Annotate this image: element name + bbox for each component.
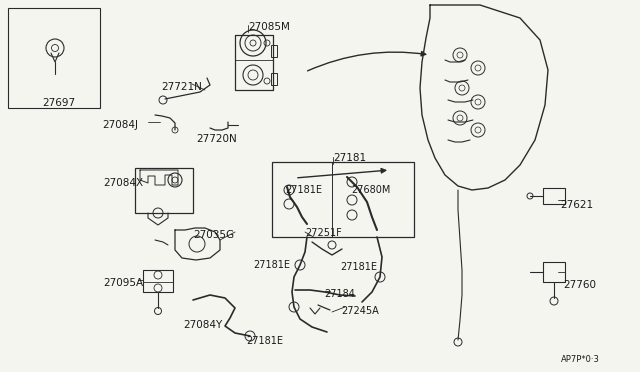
Text: 27680M: 27680M bbox=[351, 185, 390, 195]
Text: 27035G: 27035G bbox=[193, 230, 234, 240]
Bar bbox=[8, 8, 100, 108]
Text: 27251F: 27251F bbox=[305, 228, 342, 238]
Bar bbox=[543, 188, 565, 204]
Bar bbox=[271, 73, 277, 85]
Text: 27720N: 27720N bbox=[196, 134, 237, 144]
Text: 27721N: 27721N bbox=[161, 82, 202, 92]
Bar bbox=[135, 168, 193, 213]
Text: 27181E: 27181E bbox=[340, 262, 377, 272]
Bar bbox=[272, 162, 414, 237]
Text: 27084J: 27084J bbox=[102, 120, 138, 130]
Text: 27084X: 27084X bbox=[103, 178, 143, 188]
Text: 27245A: 27245A bbox=[341, 306, 379, 316]
Text: 27697: 27697 bbox=[42, 98, 75, 108]
Text: 27084Y: 27084Y bbox=[183, 320, 222, 330]
Text: 27085M: 27085M bbox=[248, 22, 290, 32]
Text: AP7P*0·3: AP7P*0·3 bbox=[561, 355, 600, 364]
Text: 27184: 27184 bbox=[324, 289, 355, 299]
Text: 27095A: 27095A bbox=[103, 278, 143, 288]
Bar bbox=[271, 45, 277, 57]
Bar bbox=[543, 262, 565, 282]
Text: 27181E: 27181E bbox=[246, 336, 283, 346]
Text: 27181: 27181 bbox=[333, 153, 366, 163]
Bar bbox=[143, 270, 173, 292]
Text: 27621: 27621 bbox=[560, 200, 593, 210]
Text: 27181E: 27181E bbox=[253, 260, 290, 270]
Text: 27181E: 27181E bbox=[285, 185, 322, 195]
Text: 27760: 27760 bbox=[563, 280, 596, 290]
